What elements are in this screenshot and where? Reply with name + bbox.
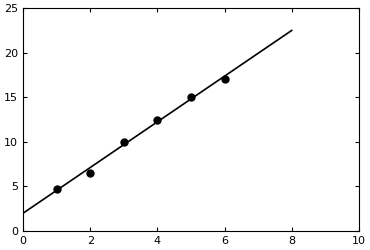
Point [54, 187, 60, 191]
Point [188, 95, 194, 99]
Point [222, 78, 228, 82]
Point [87, 171, 93, 175]
Point [154, 118, 160, 122]
Point [121, 140, 127, 144]
